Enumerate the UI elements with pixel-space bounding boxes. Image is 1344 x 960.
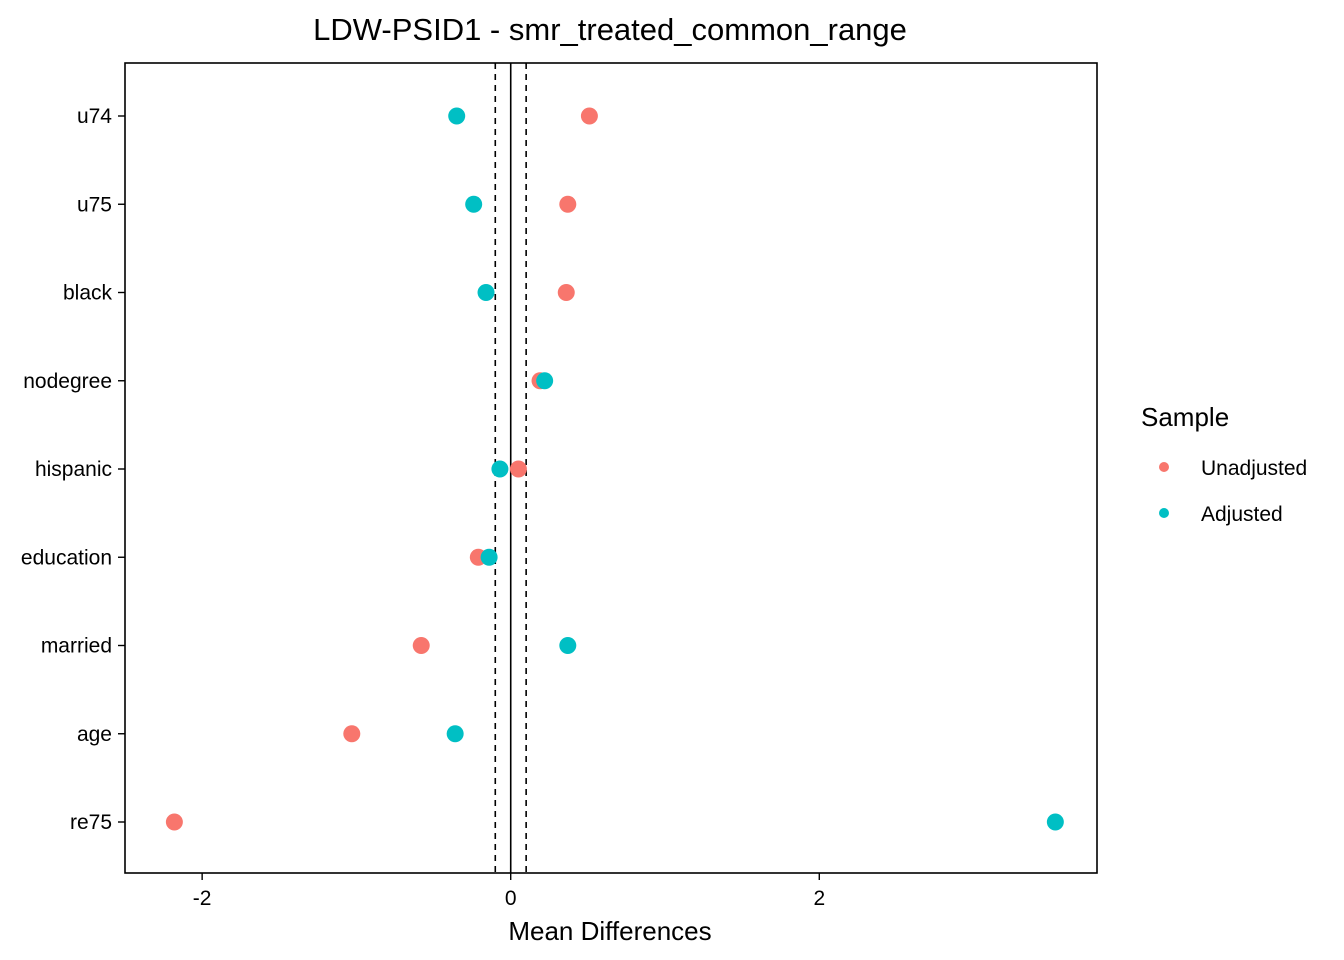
point-unadjusted-age xyxy=(343,725,361,743)
y-tick-label-education: education xyxy=(21,546,112,569)
point-unadjusted-u75 xyxy=(559,195,577,213)
legend-title: Sample xyxy=(1141,402,1229,432)
y-tick-label-nodegree: nodegree xyxy=(23,370,112,393)
point-adjusted-nodegree xyxy=(536,372,554,390)
point-adjusted-education xyxy=(480,548,498,566)
y-tick-label-married: married xyxy=(41,635,112,658)
point-adjusted-u75 xyxy=(465,195,483,213)
point-unadjusted-hispanic xyxy=(509,460,527,478)
y-tick-label-hispanic: hispanic xyxy=(35,458,112,481)
x-tick-label: 0 xyxy=(505,887,517,910)
point-unadjusted-married xyxy=(412,637,430,654)
chart-title: LDW-PSID1 - smr_treated_common_range xyxy=(313,12,907,47)
legend-label-adjusted: Adjusted xyxy=(1201,503,1283,526)
x-axis-label: Mean Differences xyxy=(508,916,711,946)
point-adjusted-married xyxy=(559,637,577,654)
y-tick-label-age: age xyxy=(77,723,112,746)
plot-area: u74 u75 black nodegree hispanic education marr… xyxy=(21,62,1098,910)
point-unadjusted-black xyxy=(557,284,575,301)
point-adjusted-re75 xyxy=(1046,813,1064,831)
y-tick-label-re75: re75 xyxy=(70,811,112,834)
point-unadjusted-u74 xyxy=(580,107,598,125)
legend-key-adjusted xyxy=(1159,508,1169,518)
point-adjusted-age xyxy=(446,725,464,743)
point-adjusted-u74 xyxy=(448,107,466,125)
point-adjusted-black xyxy=(477,284,495,301)
plot-panel-border xyxy=(124,62,1098,874)
y-tick-label-black: black xyxy=(63,282,113,305)
x-tick-label: 2 xyxy=(813,887,825,910)
y-tick-label-u75: u75 xyxy=(77,193,112,216)
point-unadjusted-re75 xyxy=(165,813,183,831)
legend-key-unadjusted xyxy=(1159,462,1169,472)
x-tick-label: -2 xyxy=(193,887,212,910)
legend: Sample Unadjusted Adjusted xyxy=(1141,402,1307,526)
point-adjusted-hispanic xyxy=(491,460,509,478)
legend-label-unadjusted: Unadjusted xyxy=(1201,457,1307,480)
y-tick-label-u74: u74 xyxy=(77,105,112,128)
